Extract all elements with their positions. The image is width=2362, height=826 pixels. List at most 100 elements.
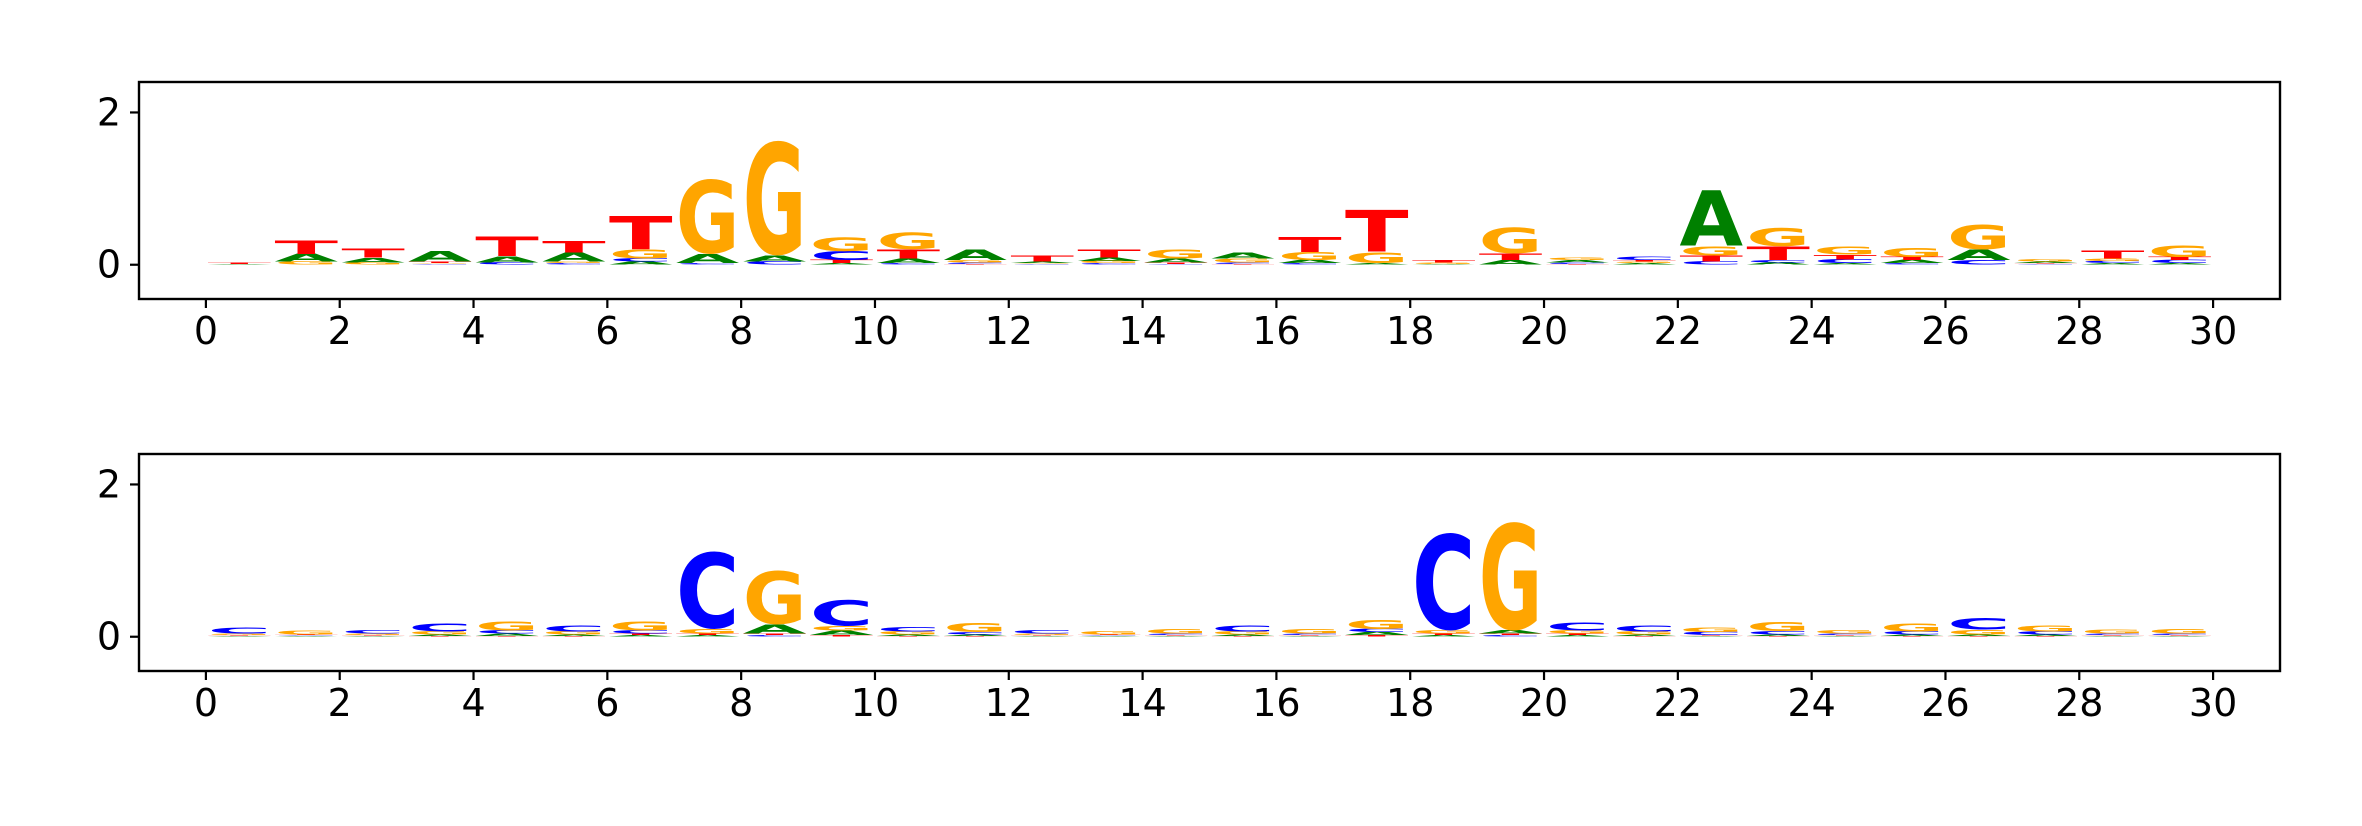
- x-tick-label: 30: [2189, 681, 2237, 725]
- logo-letter-c: C: [877, 626, 941, 633]
- logo-letter-t: T: [1144, 635, 1208, 636]
- logo-letter-t: T: [810, 635, 874, 637]
- logo-letter-t: T: [1813, 254, 1877, 261]
- logo-letter-a: A: [1345, 631, 1409, 636]
- plot-frame: [137, 80, 2282, 301]
- logo-letter-g: G: [1880, 246, 1944, 260]
- logo-letter-t: T: [475, 231, 539, 262]
- logo-letter-t: T: [1278, 635, 1342, 636]
- logo-letter-a: A: [2081, 636, 2145, 637]
- logo-letter-a: A: [1947, 634, 2011, 636]
- logo-letter-a: A: [274, 252, 338, 264]
- logo-letter-g: G: [877, 631, 941, 636]
- logo-letter-t: T: [2014, 263, 2078, 264]
- logo-letter-t: T: [1077, 634, 1141, 635]
- logo-letter-a: A: [475, 255, 539, 265]
- logo-letter-g: G: [1077, 631, 1141, 636]
- logo-letter-a: A: [877, 634, 941, 636]
- logo-letter-t: T: [1746, 243, 1810, 264]
- logo-letter-c: C: [1211, 624, 1275, 634]
- logo-letter-g: G: [1211, 258, 1275, 264]
- x-tick-label: 4: [461, 309, 485, 353]
- y-tick-label: 0: [97, 243, 121, 287]
- logo-letter-t: T: [1077, 248, 1141, 260]
- logo-letter-t: T: [1144, 262, 1208, 264]
- logo-letter-g: G: [609, 247, 673, 261]
- logo-letter-t: T: [408, 261, 472, 263]
- logo-letter-t: T: [1880, 636, 1944, 637]
- logo-letter-g: G: [1613, 631, 1677, 636]
- x-tick-label: 6: [595, 681, 619, 725]
- logo-letter-t: T: [408, 636, 472, 637]
- logo-letter-g: G: [743, 557, 807, 641]
- logo-letter-t: T: [2081, 635, 2145, 636]
- logo-letter-a: A: [408, 248, 472, 265]
- logo-letter-c: C: [1345, 628, 1409, 633]
- logo-letter-t: T: [1880, 256, 1944, 261]
- logo-letter-g: G: [2014, 259, 2078, 263]
- logo-letter-t: T: [1613, 260, 1677, 262]
- logo-letter-t: T: [1680, 254, 1744, 264]
- x-tick-label: 22: [1654, 309, 1702, 353]
- logo-letter-g: G: [1412, 262, 1476, 264]
- logo-letter-a: A: [542, 250, 606, 264]
- logo-letter-t: T: [475, 636, 539, 637]
- logo-letter-t: T: [676, 633, 740, 635]
- logo-letter-c: C: [2081, 633, 2145, 635]
- logo-letter-t: T: [542, 237, 606, 256]
- logo-letter-g: G: [1345, 618, 1409, 632]
- logo-letter-t: T: [341, 246, 405, 260]
- logo-letter-c: C: [743, 635, 807, 637]
- logo-letter-g: G: [2081, 629, 2145, 635]
- logo-letter-t: T: [1211, 636, 1275, 637]
- logo-letter-t: T: [1345, 635, 1409, 637]
- logo-letter-g: G: [1278, 251, 1342, 263]
- logo-letter-c: C: [1880, 263, 1944, 265]
- logo-letter-a: A: [1947, 247, 2011, 264]
- logo-letter-g: G: [274, 630, 338, 636]
- logo-letter-g: G: [877, 229, 941, 255]
- logo-letter-c: C: [1613, 624, 1677, 634]
- logo-letter-c: C: [475, 630, 539, 635]
- logo-letter-c: C: [2014, 631, 2078, 636]
- x-tick-label: 26: [1921, 681, 1969, 725]
- logo-letter-a: A: [676, 635, 740, 637]
- logo-letter-a: A: [1345, 263, 1409, 265]
- logo-letter-t: T: [1613, 636, 1677, 637]
- x-tick-label: 24: [1787, 309, 1835, 353]
- logo-letter-a: A: [944, 247, 1008, 264]
- logo-letter-a: A: [1880, 259, 1944, 264]
- logo-letter-t: T: [274, 634, 338, 635]
- logo-letter-g: G: [208, 633, 272, 635]
- logo-letter-g: G: [2081, 258, 2145, 262]
- logo-letter-c: C: [1680, 631, 1744, 636]
- logo-letter-a: A: [408, 634, 472, 636]
- logo-letter-g: G: [2148, 242, 2212, 261]
- logo-letter-c: C: [944, 262, 1008, 264]
- logo-letter-a: A: [609, 261, 673, 266]
- logo-letter-a: A: [1278, 636, 1342, 637]
- logo-letter-c: C: [274, 635, 338, 636]
- logo-letter-g: G: [1144, 247, 1208, 261]
- logo-letter-c: C: [1010, 264, 1074, 265]
- logo-letter-a: A: [1479, 630, 1543, 635]
- logo-letter-g: G: [676, 628, 740, 635]
- logo-letter-g: G: [542, 631, 606, 636]
- plot-frame: [137, 452, 2282, 673]
- logo-letter-c: C: [810, 249, 874, 263]
- y-tick-label: 2: [97, 462, 121, 506]
- logo-letter-g: G: [1680, 626, 1744, 633]
- logo-letter-t: T: [877, 636, 941, 637]
- logo-letter-a: A: [1746, 634, 1810, 636]
- logo-letter-g: G: [1278, 628, 1342, 635]
- logo-letter-g: G: [1412, 630, 1476, 635]
- logo-letter-c: C: [475, 262, 539, 266]
- x-tick-label: 12: [985, 681, 1033, 725]
- logo-letter-c: C: [1278, 633, 1342, 635]
- x-tick-label: 10: [851, 309, 899, 353]
- logo-letter-g: G: [1813, 245, 1877, 257]
